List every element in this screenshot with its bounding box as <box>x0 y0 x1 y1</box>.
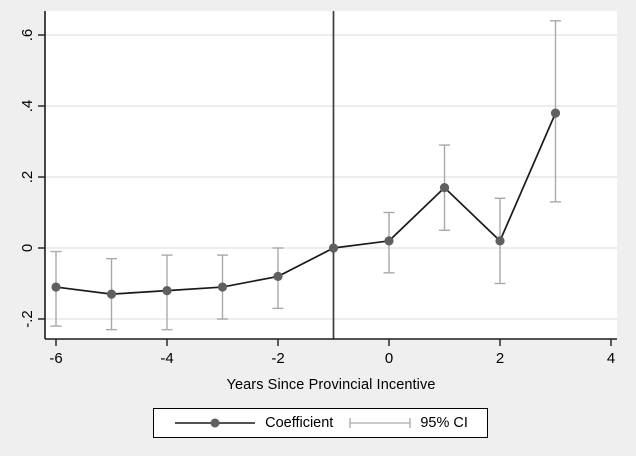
y-tick-label: 0 <box>19 244 36 252</box>
legend: Coefficient 95% CI <box>153 408 488 438</box>
coefficient-line-sample-icon <box>175 418 256 428</box>
legend-label-coefficient: Coefficient <box>265 415 334 431</box>
x-tick-label: 2 <box>496 350 504 367</box>
coefficient-marker <box>550 108 561 118</box>
coefficient-marker <box>495 236 505 246</box>
coefficient-marker <box>273 271 283 281</box>
coefficient-marker <box>51 282 61 292</box>
x-tick-label: 4 <box>607 350 615 367</box>
coefficient-marker <box>106 289 117 299</box>
x-axis-title: Years Since Provincial Incentive <box>226 377 436 393</box>
coefficient-marker <box>439 183 450 193</box>
plot-background <box>45 11 617 339</box>
x-tick-label: -6 <box>49 350 62 367</box>
ci-error-bar-sample-icon <box>349 418 411 428</box>
y-tick-label: .4 <box>19 100 36 113</box>
coefficient-marker <box>328 243 339 253</box>
coefficient-line <box>55 112 557 296</box>
x-tick-label: 0 <box>385 350 393 367</box>
y-tick-label: .2 <box>19 171 36 184</box>
x-tick-label: -2 <box>271 350 284 367</box>
legend-label-ci: 95% CI <box>420 415 468 431</box>
y-tick-label: -.2 <box>19 310 36 328</box>
coefficient-marker <box>217 282 228 292</box>
coefficient-marker <box>384 236 394 246</box>
y-tick-label: .6 <box>19 29 36 42</box>
x-tick-label: -4 <box>160 350 173 367</box>
coefficient-marker <box>162 286 172 296</box>
